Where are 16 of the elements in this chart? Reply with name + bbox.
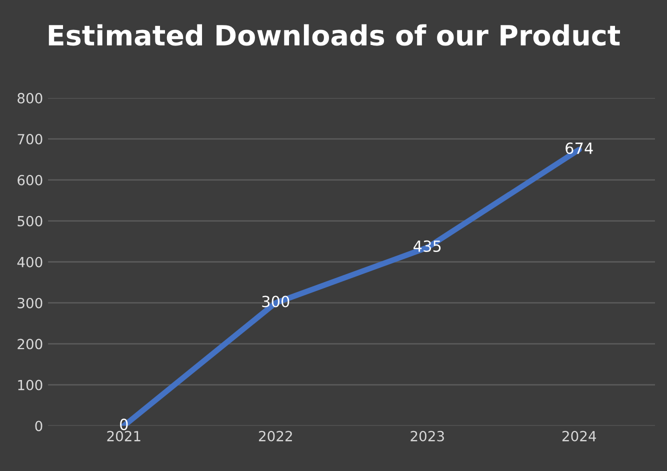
y-tick-label: 500 — [18, 216, 42, 226]
y-tick-label: 300 — [18, 298, 42, 308]
x-tick-label: 2024 — [562, 430, 596, 442]
y-tick-label: 400 — [17, 256, 42, 268]
x-tick-label: 2021 — [107, 430, 140, 442]
y-tick-label: 700 — [18, 134, 42, 144]
y-tick-label: 800 — [18, 92, 42, 104]
x-tick-label: 2022 — [258, 430, 292, 442]
chart-title: Estimated Downloads of our Product — [48, 24, 620, 46]
y-tick-label: 600 — [18, 174, 42, 186]
y-tick-label: 200 — [18, 338, 42, 350]
data-label: 0 — [120, 418, 128, 430]
data-label: 674 — [566, 142, 593, 154]
x-tick-label: 2023 — [410, 430, 444, 442]
y-tick-label: 100 — [18, 380, 42, 390]
y-tick-label: 0 — [35, 420, 42, 432]
